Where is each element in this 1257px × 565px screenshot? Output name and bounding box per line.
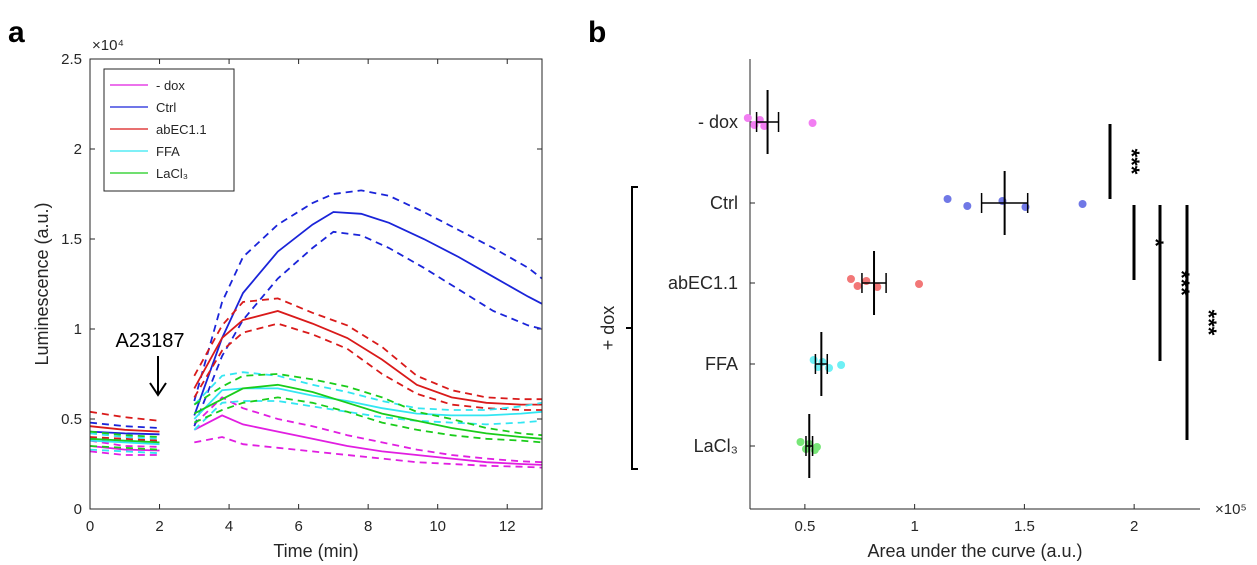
x-tick-label: 10 (429, 518, 446, 535)
legend-entry: Ctrl (156, 100, 176, 115)
series-mean-line (89, 414, 543, 466)
panel-a-series (89, 189, 543, 469)
x-tick-label: 4 (225, 518, 233, 535)
category-label: - dox (698, 112, 738, 132)
data-point (743, 114, 752, 122)
data-point (760, 122, 769, 130)
data-point (846, 275, 855, 283)
x-tick-label: 12 (499, 518, 516, 535)
series-bound-lower (89, 436, 543, 469)
series-bound-lower (89, 400, 543, 455)
series-bound-upper (89, 189, 543, 429)
y-tick-label: 2 (74, 141, 82, 158)
panel-a-annotation: A23187 (116, 330, 185, 352)
data-point (915, 280, 924, 288)
y-tick-label: 0 (74, 501, 82, 518)
data-point (963, 202, 972, 210)
significance-label: *** (1196, 310, 1221, 336)
legend-entry: - dox (156, 78, 185, 93)
legend-entry: abEC1.1 (156, 122, 207, 137)
series-bound-upper (89, 371, 543, 440)
category-label: Ctrl (710, 193, 738, 213)
significance-label: *** (1119, 149, 1144, 175)
data-point (873, 283, 882, 291)
x-tick-label: 1.5 (1014, 518, 1035, 535)
panel-b: b ×10⁵ 0.5 1 1.5 2- doxCtrlabEC1.1FFALaCl₃ … (588, 16, 1247, 561)
group-label: + dox (598, 306, 618, 351)
legend-entry: FFA (156, 144, 180, 159)
data-point (853, 282, 862, 290)
panel-a-xlabel: Time (min) (273, 541, 358, 561)
data-point (796, 438, 805, 446)
group-abec1-1 (846, 251, 924, 315)
significance-label: * (1143, 238, 1168, 247)
series-bound-lower (89, 396, 543, 451)
series--dox (89, 396, 543, 469)
panel-a-ticks: 0 2 4 6 8 10 12 0 0.5 1 1.5 2 2.5 (61, 51, 542, 535)
data-point (943, 195, 952, 203)
y-tick-label: 2.5 (61, 51, 82, 68)
series-bound-lower (89, 230, 543, 443)
panel-b-significance: ********** (1108, 124, 1221, 440)
x-tick-label: 6 (294, 518, 302, 535)
panel-b-exponent: ×10⁵ (1215, 501, 1247, 518)
series-bound-upper (89, 297, 542, 422)
group-ffa (809, 332, 846, 396)
data-point (812, 443, 821, 451)
panel-b-ticks: 0.5 1 1.5 2 - dox Ctrl abEC1.1 FFA LaCl₃ (668, 112, 1138, 535)
panel-b-xlabel: Area under the curve (a.u.) (867, 541, 1082, 561)
panel-a-axes-box (89, 58, 543, 510)
panel-a-label: a (8, 16, 25, 49)
category-label: LaCl₃ (694, 436, 738, 456)
x-tick-label: 8 (364, 518, 372, 535)
legend-box (103, 68, 235, 192)
panel-a-legend: - dox Ctrl abEC1.1 FFA LaCl₃ (103, 68, 235, 192)
series-mean-line (89, 211, 543, 436)
category-label: FFA (705, 354, 738, 374)
panel-b-points (743, 90, 1087, 478)
significance-label: *** (1169, 270, 1194, 296)
series-bound-upper (89, 396, 543, 464)
legend-entry: LaCl₃ (156, 166, 188, 181)
data-point (837, 361, 846, 369)
series-mean-line (89, 383, 543, 444)
series-lacl- (89, 373, 543, 451)
group-ctrl (943, 171, 1087, 235)
arrow-down-icon (149, 356, 167, 397)
series-mean-line (89, 310, 542, 433)
data-point (818, 358, 827, 366)
y-tick-label: 0.5 (61, 411, 82, 428)
x-tick-label: 0.5 (794, 518, 815, 535)
category-label: abEC1.1 (668, 273, 738, 293)
x-tick-label: 1 (910, 518, 918, 535)
panel-a-ylabel: Luminescence (a.u.) (32, 202, 52, 365)
series-mean-line (89, 387, 543, 446)
x-tick-label: 2 (1130, 518, 1138, 535)
series-bound-upper (89, 373, 543, 438)
data-point (862, 277, 871, 285)
data-point (1078, 200, 1087, 208)
x-tick-label: 2 (155, 518, 163, 535)
data-point (808, 119, 817, 127)
data-point (825, 364, 834, 372)
group--dox (743, 90, 817, 154)
panel-a-exponent: ×10⁴ (92, 37, 124, 54)
panel-b-label: b (588, 16, 606, 49)
y-tick-label: 1 (74, 321, 82, 338)
series-ctrl (89, 189, 543, 443)
y-tick-label: 1.5 (61, 231, 82, 248)
group-lacl- (796, 414, 821, 478)
x-tick-label: 0 (86, 518, 94, 535)
series-ffa (89, 371, 543, 455)
data-point (809, 356, 818, 364)
group-bracket (626, 186, 638, 470)
